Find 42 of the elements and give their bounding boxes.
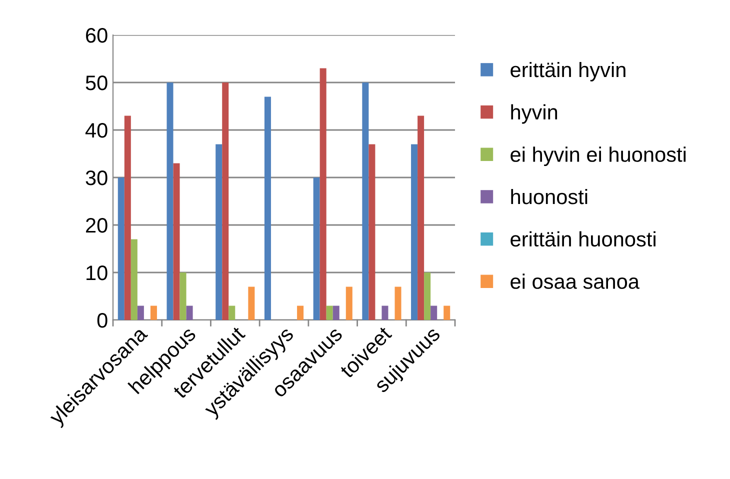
bar (180, 272, 186, 320)
y-tick-label: 40 (85, 123, 108, 138)
y-tick-label: 0 (97, 313, 108, 328)
bar (430, 306, 438, 320)
bar (124, 116, 131, 320)
y-tick-label: 50 (86, 76, 108, 90)
bar (320, 68, 326, 320)
legend-label: erittäin huonosti (510, 231, 656, 247)
y-tick-label: 20 (86, 218, 108, 233)
bar (150, 306, 157, 320)
y-tick-label: 10 (86, 266, 108, 280)
bar (166, 82, 174, 320)
bar (216, 144, 222, 320)
bar (362, 82, 369, 320)
legend-label: ei osaa sanoa (510, 274, 640, 289)
bar (228, 306, 236, 320)
bar (444, 306, 450, 320)
bar (118, 178, 124, 320)
bar (173, 163, 180, 320)
y-tick-label: 60 (86, 28, 108, 43)
bar (346, 286, 352, 320)
y-tick-label: 30 (86, 170, 108, 186)
legend-label: erittäin hyvin (510, 62, 626, 82)
bar (424, 272, 431, 320)
bar (297, 306, 304, 320)
legend-label: ei hyvin ei huonosti (510, 146, 686, 166)
bar (326, 306, 333, 320)
bar (368, 144, 376, 320)
bar (130, 239, 138, 320)
bar (418, 116, 424, 320)
bar (222, 82, 229, 320)
bar (248, 286, 255, 320)
bar (264, 96, 271, 320)
legend-label: huonosti (511, 188, 588, 204)
bar (382, 306, 388, 320)
bar (186, 306, 193, 320)
bar (137, 306, 144, 320)
bar (411, 144, 418, 320)
bar (332, 306, 340, 320)
bar (313, 178, 320, 320)
bar (394, 286, 402, 320)
legend-label: hyvin (511, 104, 558, 124)
